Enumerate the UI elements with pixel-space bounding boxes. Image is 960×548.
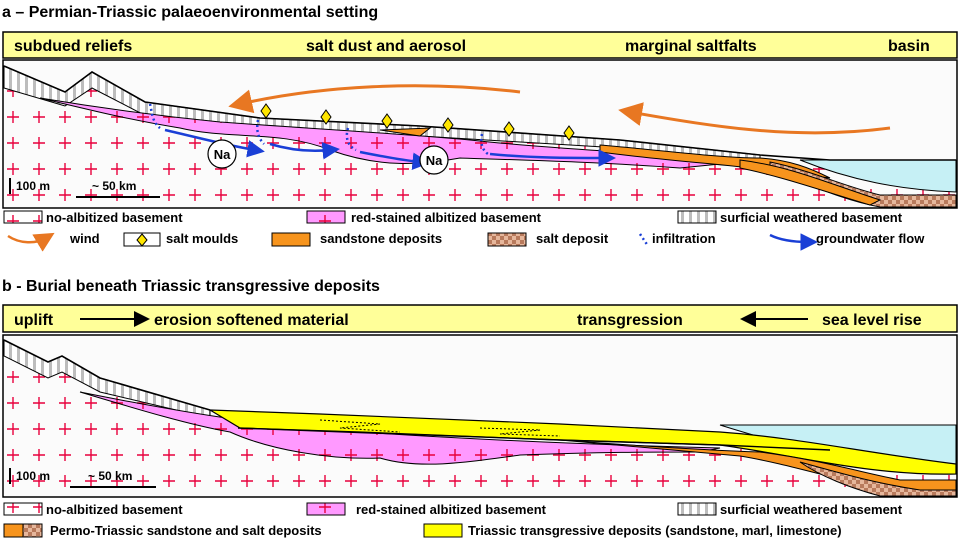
sandstone-a1 bbox=[379, 127, 432, 137]
legend-swatch-surficial-a bbox=[677, 210, 717, 224]
band-a-marginal-saltfalts: marginal saltfalts bbox=[625, 38, 757, 55]
scale-horizontal-label-a: ~ 50 km bbox=[92, 179, 136, 193]
permo-triassic-salt-b bbox=[799, 461, 957, 497]
scale-vertical-label-a: 100 m bbox=[16, 179, 50, 193]
na-circle-a1 bbox=[207, 139, 237, 169]
legend-no-albitized-a: no-albitized basement bbox=[46, 210, 183, 225]
albitized-layer-a bbox=[39, 97, 741, 169]
basin-water-a bbox=[799, 159, 957, 193]
legend-no-albitized-b: no-albitized basement bbox=[46, 502, 183, 517]
legend-salt-deposit: salt deposit bbox=[536, 231, 609, 246]
panel-b-band bbox=[2, 304, 958, 333]
legend-swatch-red-stained-a bbox=[306, 210, 346, 224]
legend-permo-triassic: Permo-Triassic sandstone and salt deposi… bbox=[50, 523, 322, 538]
legend-red-stained-a: red-stained albitized basement bbox=[351, 210, 542, 225]
band-a-salt-dust: salt dust and aerosol bbox=[306, 38, 466, 55]
band-b-uplift: uplift bbox=[14, 312, 54, 329]
ground-surface-a bbox=[3, 65, 956, 161]
legend-wind: wind bbox=[69, 231, 100, 246]
legend-red-stained-b: red-stained albitized basement bbox=[356, 502, 547, 517]
legend-swatch-surficial-b bbox=[677, 502, 717, 516]
legend-groundwater: groundwater flow bbox=[816, 231, 925, 246]
band-b-erosion: erosion softened material bbox=[154, 312, 349, 329]
legend-swatch-wind bbox=[7, 232, 55, 252]
legend-a: no-albitized basement red-stained albiti… bbox=[3, 210, 925, 252]
legend-surficial-b: surficial weathered basement bbox=[720, 502, 903, 517]
legend-surficial-a: surficial weathered basement bbox=[720, 210, 903, 225]
scale-horizontal-label-b: ~ 50 km bbox=[88, 469, 132, 483]
panel-a-title: a – Permian-Triassic palaeoenvironmental… bbox=[2, 4, 378, 21]
legend-swatch-salt-deposit bbox=[487, 232, 527, 247]
unconformity-b bbox=[237, 427, 831, 451]
wind-arrow-a2 bbox=[618, 102, 891, 135]
legend-swatch-triassic bbox=[423, 523, 463, 538]
scale-vertical-label-b: 100 m bbox=[16, 469, 50, 483]
legend-infiltration: infiltration bbox=[652, 231, 716, 246]
legend-swatch-infiltration bbox=[638, 233, 650, 247]
na-label-a1: Na bbox=[214, 147, 231, 162]
na-circle-a2 bbox=[419, 145, 449, 175]
triassic-deposits-b bbox=[209, 409, 957, 475]
wind-arrow-a1 bbox=[228, 84, 521, 114]
sandstone-a3 bbox=[739, 159, 882, 206]
band-a-subdued-reliefs: subdued reliefs bbox=[14, 38, 132, 55]
panel-a-band bbox=[2, 31, 958, 59]
triassic-interfingering-b bbox=[319, 419, 561, 437]
panel-b-title: b - Burial beneath Triassic transgressiv… bbox=[2, 278, 380, 295]
legend-swatch-no-albitized-a bbox=[3, 210, 43, 224]
band-a-basin: basin bbox=[888, 38, 930, 55]
legend-swatch-groundwater bbox=[769, 233, 818, 251]
ground-surface-b bbox=[3, 339, 211, 411]
legend-swatch-permo-salt bbox=[22, 523, 43, 538]
legend-salt-moulds: salt moulds bbox=[166, 231, 238, 246]
panel-b-section: 100 m ~ 50 km bbox=[3, 339, 957, 497]
legend-swatch-no-albitized-b bbox=[3, 502, 43, 516]
panel-a-section: Na Na 100 m ~ 50 km bbox=[3, 65, 957, 208]
legend-swatch-permo-sandstone bbox=[3, 523, 24, 538]
legend-sandstone: sandstone deposits bbox=[320, 231, 442, 246]
band-b-transgression: transgression bbox=[577, 312, 683, 329]
legend-swatch-salt-moulds bbox=[136, 233, 148, 247]
legend-swatch-sandstone bbox=[271, 232, 311, 247]
basement-b bbox=[4, 340, 956, 496]
legend-triassic: Triassic transgressive deposits (sandsto… bbox=[468, 523, 842, 538]
na-label-a2: Na bbox=[426, 153, 443, 168]
groundwater-flow-a bbox=[164, 128, 616, 170]
legend-swatch-red-stained-b bbox=[306, 502, 346, 516]
salt-moulds-a bbox=[260, 103, 575, 141]
legend-b: no-albitized basement red-stained albiti… bbox=[3, 502, 903, 538]
band-b-sea-level-rise: sea level rise bbox=[822, 312, 922, 329]
infiltration-a bbox=[148, 103, 489, 156]
